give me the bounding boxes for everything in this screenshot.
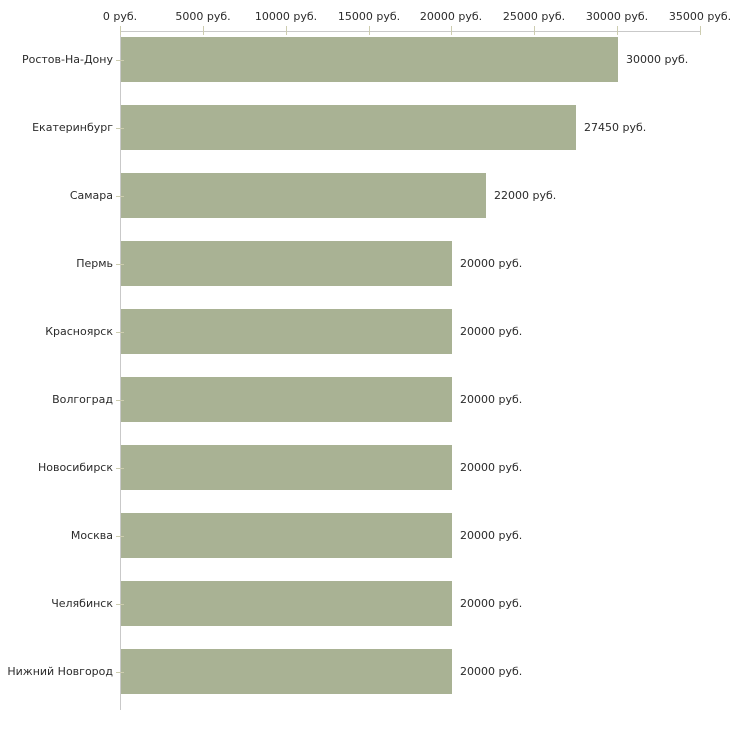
value-label: 20000 руб. <box>460 325 523 338</box>
y-axis-tick-mark <box>116 128 124 129</box>
category-label: Волгоград <box>52 393 113 406</box>
bar <box>121 241 452 286</box>
value-label: 20000 руб. <box>460 665 523 678</box>
x-axis-tick-label: 10000 руб. <box>254 10 318 23</box>
category-label: Пермь <box>76 257 113 270</box>
category-label: Красноярск <box>45 325 113 338</box>
x-axis-tick-label: 35000 руб. <box>668 10 730 23</box>
value-label: 20000 руб. <box>460 529 523 542</box>
x-axis-tick-mark <box>451 26 452 35</box>
value-label: 30000 руб. <box>626 53 689 66</box>
x-axis-tick-label: 20000 руб. <box>419 10 483 23</box>
y-axis-tick-mark <box>116 400 124 401</box>
bar <box>121 309 452 354</box>
value-label: 20000 руб. <box>460 597 523 610</box>
x-axis-tick-label: 0 руб. <box>102 10 138 23</box>
bar <box>121 37 618 82</box>
y-axis-tick-mark <box>116 60 124 61</box>
category-label: Екатеринбург <box>32 121 113 134</box>
x-axis-tick-mark <box>700 26 701 35</box>
y-axis-tick-mark <box>116 196 124 197</box>
x-axis-tick-label: 25000 руб. <box>502 10 566 23</box>
bar <box>121 649 452 694</box>
y-axis-tick-mark <box>116 536 124 537</box>
y-axis-tick-mark <box>116 604 124 605</box>
value-label: 20000 руб. <box>460 393 523 406</box>
y-axis-tick-mark <box>116 672 124 673</box>
x-axis-tick-mark <box>286 26 287 35</box>
category-label: Нижний Новгород <box>7 665 113 678</box>
y-axis-line <box>120 31 121 710</box>
bar <box>121 513 452 558</box>
category-label: Москва <box>70 529 113 542</box>
x-axis-tick-mark <box>534 26 535 35</box>
value-label: 20000 руб. <box>460 257 523 270</box>
x-axis-tick-mark <box>120 26 121 35</box>
category-label: Челябинск <box>51 597 113 610</box>
bar <box>121 173 486 218</box>
x-axis-tick-mark <box>203 26 204 35</box>
y-axis-tick-mark <box>116 264 124 265</box>
y-axis-tick-mark <box>116 332 124 333</box>
x-axis-tick-label: 5000 руб. <box>175 10 231 23</box>
category-label: Новосибирск <box>37 461 113 474</box>
x-axis-line <box>120 31 701 32</box>
x-axis-tick-label: 15000 руб. <box>337 10 401 23</box>
x-axis-tick-label: 30000 руб. <box>585 10 649 23</box>
x-axis-tick-mark <box>617 26 618 35</box>
bar <box>121 445 452 490</box>
category-label: Самара <box>69 189 113 202</box>
value-label: 20000 руб. <box>460 461 523 474</box>
bar <box>121 377 452 422</box>
value-label: 27450 руб. <box>584 121 647 134</box>
y-axis-tick-mark <box>116 468 124 469</box>
category-label: Ростов-На-Дону <box>21 53 113 66</box>
x-axis-tick-mark <box>369 26 370 35</box>
bar <box>121 105 576 150</box>
value-label: 22000 руб. <box>494 189 557 202</box>
bar <box>121 581 452 626</box>
